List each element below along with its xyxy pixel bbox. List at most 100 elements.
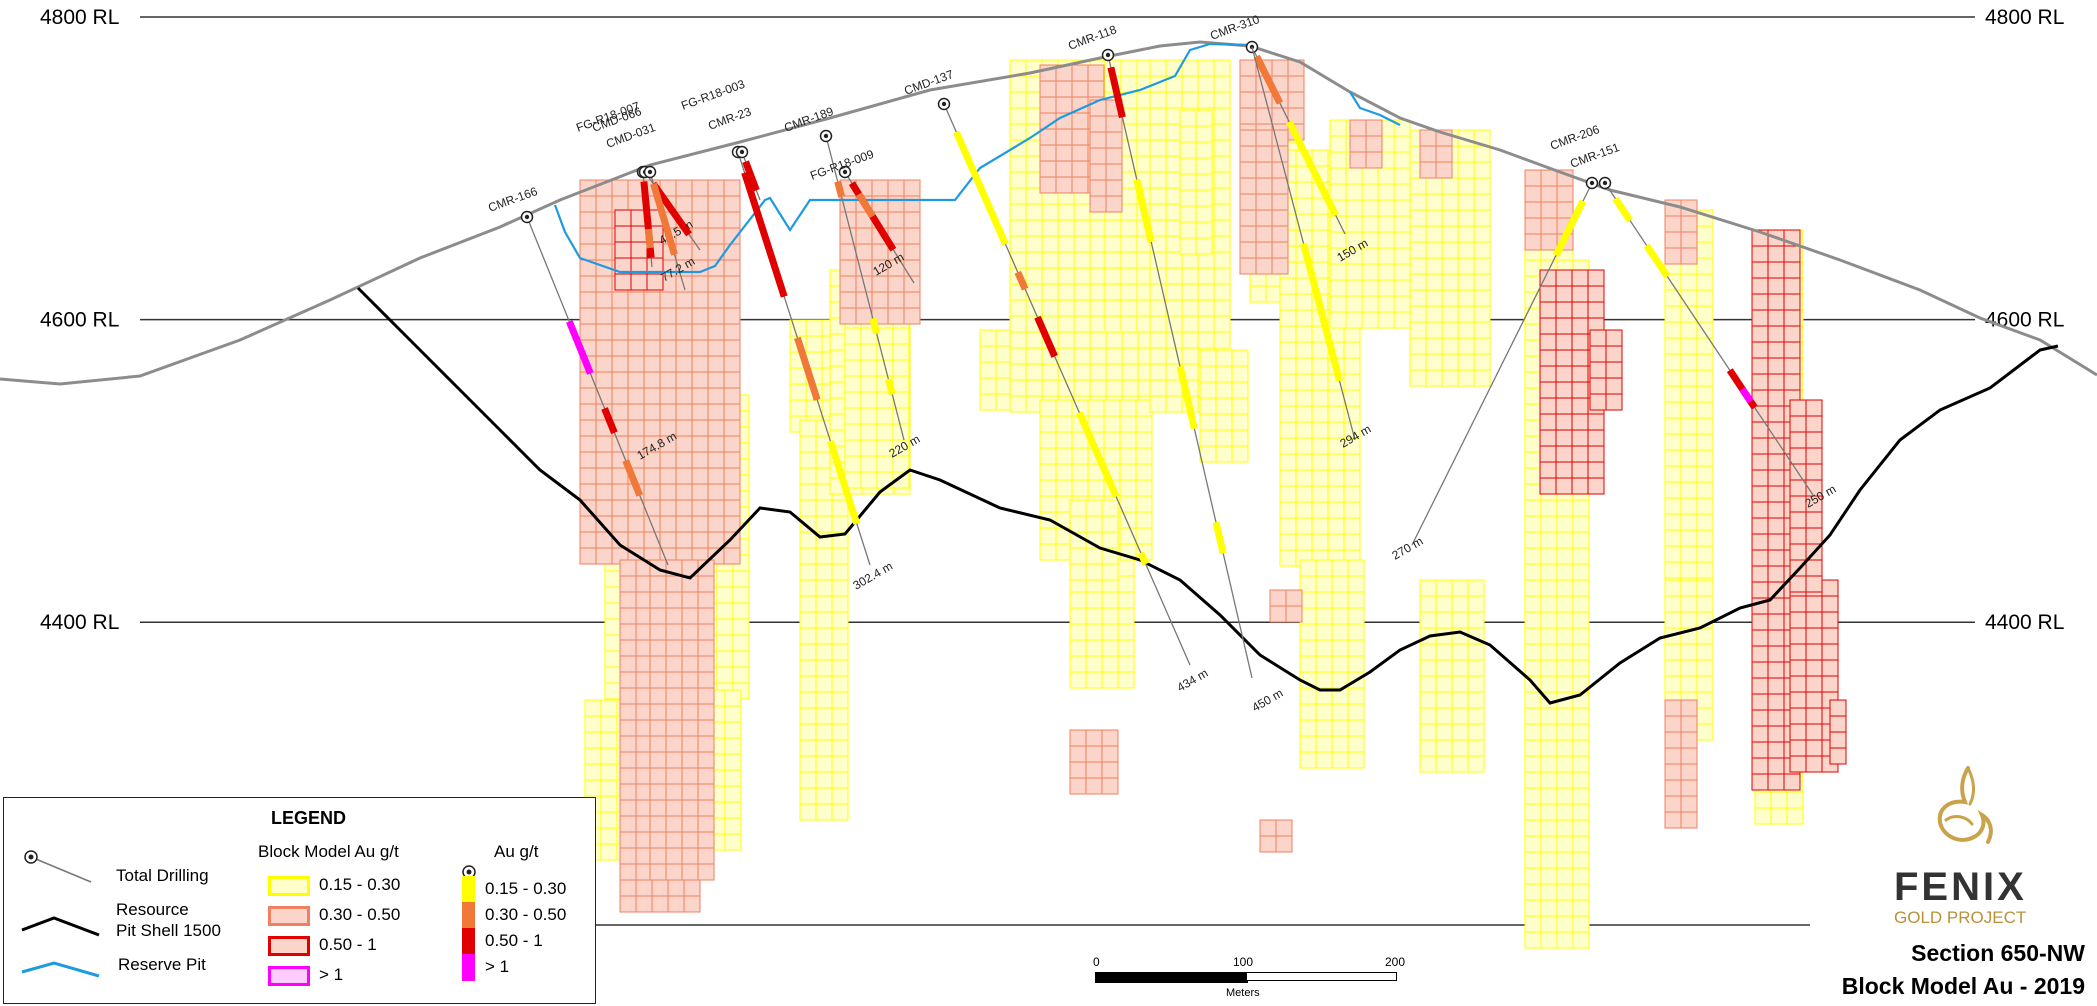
block-cell	[1524, 547, 1542, 565]
block-cell	[1805, 611, 1823, 629]
block-cell	[1441, 209, 1459, 227]
block-cell	[691, 403, 709, 421]
block-cell	[1085, 499, 1103, 517]
block-cell	[1540, 723, 1558, 741]
block-cell	[1071, 144, 1089, 162]
block-cell	[619, 847, 637, 865]
block-cell	[1540, 787, 1558, 805]
block-cell	[1467, 595, 1485, 613]
block-cell	[1409, 369, 1427, 387]
block-cell	[1279, 309, 1297, 327]
legend-block-swatch	[268, 906, 310, 926]
block-cell	[1327, 389, 1345, 407]
block-cell	[1199, 445, 1217, 463]
block-cell	[1805, 643, 1823, 661]
block-cell	[1524, 659, 1542, 677]
block-cell	[1069, 591, 1087, 609]
block-cell	[1425, 225, 1443, 243]
block-cell	[1441, 337, 1459, 355]
block-cell	[1680, 659, 1698, 677]
block-cell	[732, 618, 750, 636]
block-cell	[1271, 209, 1289, 227]
block-cell	[1299, 719, 1317, 737]
block-cell	[1279, 277, 1297, 295]
block-cell	[1524, 579, 1542, 597]
block-cell	[1524, 611, 1542, 629]
block-cell	[1555, 397, 1573, 415]
block-cell	[1539, 477, 1557, 495]
block-cell	[1664, 305, 1682, 323]
block-cell	[1271, 225, 1289, 243]
block-cell	[1441, 225, 1459, 243]
block-cell	[1279, 549, 1297, 567]
block-cell	[675, 467, 693, 485]
block-cell	[1805, 659, 1823, 677]
block-cell	[1751, 773, 1769, 791]
block-cell	[1524, 515, 1542, 533]
assay-interval	[1612, 196, 1633, 223]
block-cell	[1789, 739, 1807, 757]
block-cell	[1435, 611, 1453, 629]
block-cell	[643, 403, 661, 421]
block-cell	[1105, 163, 1123, 181]
block-cell	[1751, 661, 1769, 679]
block-cell	[659, 403, 677, 421]
legend-block-label: 0.30 - 0.50	[319, 905, 401, 924]
block-cell	[649, 735, 667, 753]
block-cell	[1540, 707, 1558, 725]
block-cell	[1524, 835, 1542, 853]
block-cell	[667, 895, 685, 913]
block-cell	[1361, 183, 1379, 201]
block-cell	[1085, 563, 1103, 581]
block-cell	[1680, 481, 1698, 499]
block-cell	[1085, 745, 1103, 763]
block-cell	[1467, 643, 1485, 661]
block-cell	[675, 483, 693, 501]
block-cell	[1587, 429, 1605, 447]
block-cell	[1299, 639, 1317, 657]
legend-au-swatch	[462, 902, 475, 929]
block-cell	[1540, 883, 1558, 901]
block-cell	[799, 419, 817, 437]
block-cell	[1754, 791, 1772, 809]
fenix-logo: FENIX GOLD PROJECT	[1880, 760, 2080, 935]
block-cell	[903, 211, 921, 229]
block-cell	[1473, 321, 1491, 339]
block-cell	[691, 467, 709, 485]
block-cell	[1101, 639, 1119, 657]
block-cell	[1213, 267, 1231, 285]
block-cell	[1664, 811, 1682, 829]
drillhole-name: CMR-23	[706, 104, 753, 133]
block-cell	[1539, 397, 1557, 415]
block-cell	[1255, 193, 1273, 211]
block-cell	[1696, 481, 1714, 499]
block-cell	[799, 611, 817, 629]
drillhole-collar-dot	[524, 214, 530, 220]
block-cell	[860, 359, 878, 377]
block-cell	[649, 831, 667, 849]
block-cell	[595, 483, 613, 501]
block-cell	[595, 451, 613, 469]
block-cell	[1057, 219, 1075, 237]
block-cell	[1255, 241, 1273, 259]
block-cell	[1120, 267, 1138, 285]
block-cell	[799, 579, 817, 597]
block-cell	[799, 739, 817, 757]
block-cell	[611, 403, 629, 421]
block-cell	[716, 634, 734, 652]
block-cell	[1299, 687, 1317, 705]
block-cell	[860, 343, 878, 361]
block-cell	[1039, 80, 1057, 98]
block-cell	[1556, 787, 1574, 805]
block-cell	[1117, 559, 1135, 577]
block-cell	[1555, 333, 1573, 351]
block-cell	[1195, 237, 1213, 255]
block-cell	[1751, 485, 1769, 503]
block-cell	[635, 895, 653, 913]
block-cell	[1089, 315, 1107, 333]
block-cell	[1329, 119, 1347, 137]
block-cell	[1696, 659, 1714, 677]
block-cell	[1571, 461, 1589, 479]
block-cell	[1767, 725, 1785, 743]
block-cell	[1331, 719, 1349, 737]
